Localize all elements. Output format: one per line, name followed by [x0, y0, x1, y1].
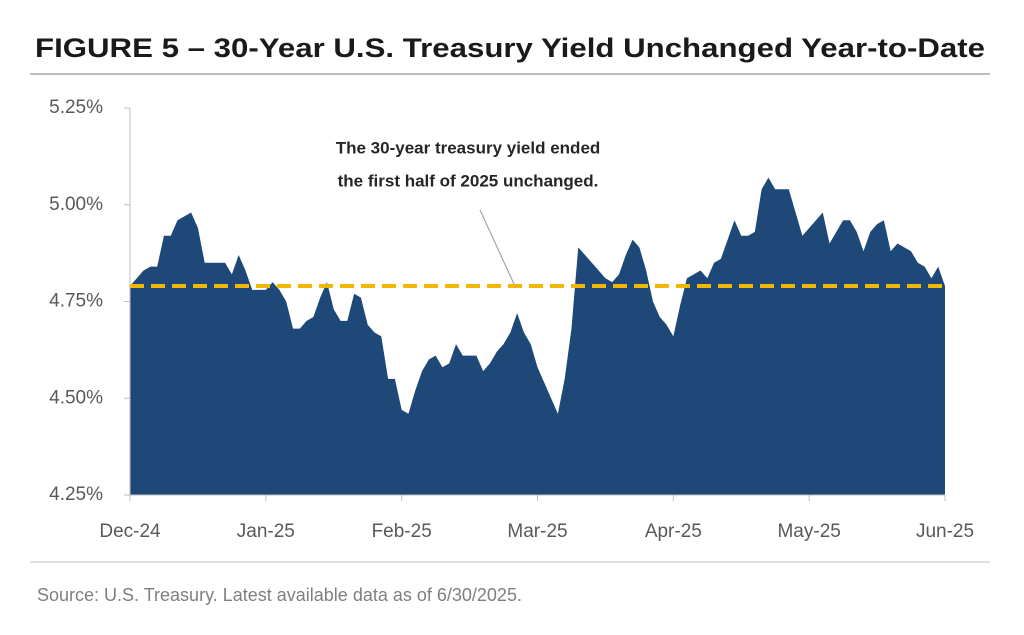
x-tick-label: Apr-25: [645, 521, 702, 542]
x-tick-label: Jun-25: [916, 521, 974, 542]
x-tick-label: May-25: [777, 521, 840, 542]
x-tick-label: Jan-25: [237, 521, 295, 542]
annotation: the first half of 2025 unchanged.: [338, 171, 599, 190]
y-tick-label: 4.50%: [49, 387, 103, 408]
y-tick-label: 5.25%: [49, 97, 103, 118]
y-tick-label: 5.00%: [49, 194, 103, 215]
annotation: The 30-year treasury yield ended: [336, 138, 601, 157]
x-tick-label: Mar-25: [507, 521, 567, 542]
chart-title: FIGURE 5 – 30-Year U.S. Treasury Yield U…: [35, 33, 985, 63]
y-tick-label: 4.25%: [49, 484, 103, 505]
x-tick-label: Dec-24: [99, 521, 161, 542]
x-tick-label: Feb-25: [372, 521, 432, 542]
y-tick-label: 4.75%: [49, 291, 103, 312]
source-note: Source: U.S. Treasury. Latest available …: [37, 585, 522, 605]
annotation-leader: [479, 209, 515, 285]
area: [130, 177, 945, 495]
